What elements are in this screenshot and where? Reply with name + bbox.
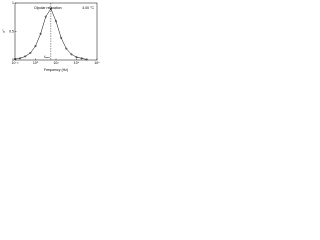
x-tick-label: 10⁴ bbox=[74, 61, 80, 65]
data-point bbox=[24, 55, 27, 58]
y-tick-label: 0.5 bbox=[9, 29, 14, 33]
x-tick-label: 10² bbox=[53, 61, 59, 65]
data-point bbox=[65, 47, 68, 50]
chart-subtitle: 4.00 °C bbox=[82, 6, 94, 10]
annotation-label: fₘₐₓ bbox=[44, 55, 50, 59]
data-point bbox=[29, 51, 32, 54]
data-point bbox=[39, 32, 42, 35]
chart: Dipolar relaxation 4.00 °C Frequency (Hz… bbox=[2, 1, 100, 72]
series-line bbox=[14, 8, 87, 60]
x-tick-label: 10⁻² bbox=[12, 61, 20, 65]
data-point bbox=[85, 58, 88, 61]
data-point bbox=[60, 36, 63, 39]
data-point bbox=[44, 15, 47, 18]
plot-frame bbox=[14, 2, 98, 61]
y-axis-label: ε'' bbox=[2, 29, 6, 32]
data-point bbox=[49, 7, 52, 10]
y-tick-label: 1 bbox=[12, 1, 14, 5]
chart-title: Dipolar relaxation bbox=[34, 6, 61, 10]
data-point bbox=[70, 53, 73, 56]
data-point bbox=[13, 58, 16, 61]
x-tick-label: 10⁰ bbox=[33, 61, 39, 65]
data-point bbox=[34, 45, 37, 48]
data-point bbox=[19, 57, 22, 60]
x-axis-label: Frequency (Hz) bbox=[44, 68, 68, 72]
y-tick-label: 0 bbox=[12, 58, 14, 62]
data-point bbox=[55, 20, 58, 23]
data-point bbox=[80, 57, 83, 60]
x-tick-label: 10⁶ bbox=[94, 61, 100, 65]
data-point bbox=[75, 56, 78, 59]
